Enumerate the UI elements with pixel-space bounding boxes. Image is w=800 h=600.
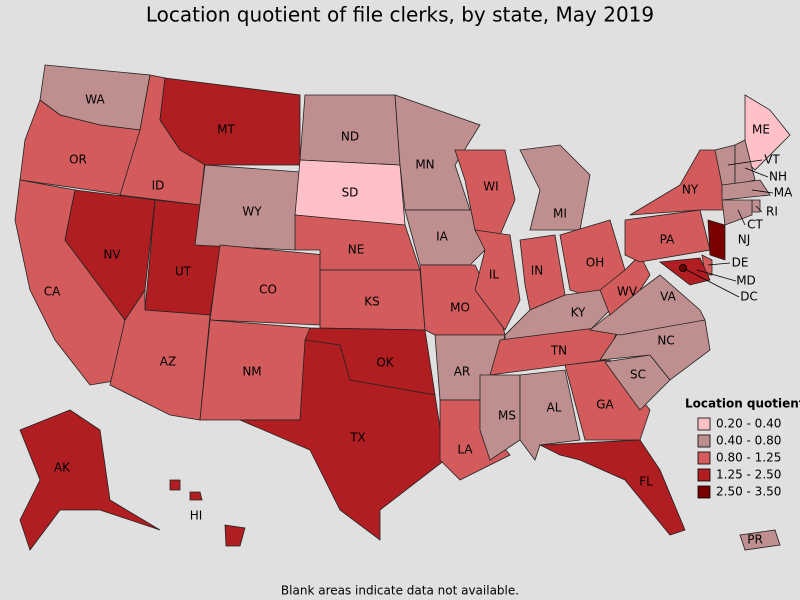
state-label: AL [547, 401, 562, 415]
state-label: UT [175, 265, 192, 279]
state-shape [721, 179, 771, 201]
state-shape [564, 359, 651, 441]
state-label: IL [489, 268, 500, 282]
state-label: IN [531, 264, 544, 278]
state-label: WY [242, 205, 262, 219]
state-shape [707, 219, 726, 261]
state-label: OK [376, 356, 394, 370]
state-labels: WA OR CA ID NV UT AZ MT WY CO NM ND SD NE KS OK TX MN IA MO… [44, 93, 793, 547]
state-label: NC [657, 334, 674, 348]
state-label: ID [152, 179, 165, 193]
states [14, 64, 791, 551]
state-label: PA [660, 233, 675, 247]
state-label: PR [747, 533, 763, 547]
state-label: GA [596, 398, 614, 412]
state-label: MI [553, 207, 567, 221]
state-label: WV [617, 285, 638, 299]
legend-label: 0.20 - 0.40 [716, 417, 781, 431]
state-shape [599, 254, 651, 316]
leader-line [737, 209, 746, 226]
state-label: RI [766, 205, 778, 219]
state-label: NY [682, 183, 699, 197]
state-label: MD [736, 274, 756, 288]
leader-line [751, 189, 774, 194]
state-label: DC [740, 290, 758, 304]
state-label: NM [242, 365, 261, 379]
state-label: KY [571, 306, 586, 320]
state-label: ND [341, 130, 359, 144]
legend-label: 0.80 - 1.25 [716, 451, 781, 465]
state-shape [624, 209, 711, 263]
state-shape [474, 229, 521, 331]
state-label: LA [457, 443, 473, 457]
state-label: OH [586, 256, 604, 270]
state-label: WA [85, 93, 105, 107]
state-label: NH [769, 170, 787, 184]
state-label: FL [639, 475, 653, 489]
legend-swatch [697, 485, 711, 499]
leader-line [696, 269, 737, 282]
state-shape [538, 439, 686, 536]
state-shape [479, 374, 521, 461]
state-label: HI [190, 509, 203, 523]
state-label: TX [349, 431, 366, 445]
leader-line [682, 267, 740, 298]
state-label: MT [217, 123, 235, 137]
state-label: WI [483, 180, 498, 194]
state-label: NE [348, 243, 365, 257]
state-label: AK [54, 461, 71, 475]
legend-swatch [697, 417, 711, 431]
legend-swatch [697, 434, 711, 448]
state-shape [224, 524, 246, 547]
state-label: CO [259, 283, 277, 297]
state-shape [404, 209, 491, 266]
state-label: SD [342, 186, 359, 200]
state-shape [109, 288, 211, 421]
state-shape [239, 339, 446, 541]
legend-swatch [697, 451, 711, 465]
leader-line [755, 205, 763, 213]
legend-label: 1.25 - 2.50 [716, 468, 781, 482]
leader-line [707, 262, 731, 266]
state-label: VT [764, 153, 780, 167]
leader-line [744, 167, 769, 178]
state-shape [721, 199, 753, 226]
legend-label: 0.40 - 0.80 [716, 434, 781, 448]
state-label: MS [498, 409, 516, 423]
state-label: TN [550, 344, 567, 358]
state-shape [629, 149, 726, 216]
state-shape [189, 491, 203, 501]
state-label: CT [747, 218, 763, 232]
state-label: MO [450, 301, 470, 315]
state-label: MA [774, 186, 793, 200]
state-label: AR [454, 365, 471, 379]
state-label: DE [732, 256, 749, 270]
state-shape [739, 529, 781, 551]
state-shape [658, 257, 711, 286]
state-label: SC [630, 368, 646, 382]
state-label: ME [752, 123, 770, 137]
state-label: NV [103, 248, 121, 262]
state-label: CA [44, 285, 61, 299]
footnote: Blank areas indicate data not available. [281, 584, 519, 598]
legend-label: 2.50 - 3.50 [716, 485, 781, 499]
map-title: Location quotient of file clerks, by sta… [146, 3, 654, 27]
legend-title: Location quotient [685, 397, 800, 411]
state-label: KS [364, 295, 380, 309]
legend-swatch [697, 468, 711, 482]
state-label: VA [660, 290, 676, 304]
state-label: OR [69, 153, 87, 167]
state-label: NJ [738, 233, 751, 247]
state-label: IA [436, 230, 449, 244]
leader-line [727, 159, 763, 166]
state-shape [489, 324, 621, 376]
state-shape [169, 479, 181, 491]
legend: Location quotient 0.20 - 0.40 0.40 - 0.80… [685, 397, 800, 499]
state-label: AZ [160, 355, 176, 369]
state-shape [19, 409, 161, 551]
state-label: MN [415, 158, 434, 172]
